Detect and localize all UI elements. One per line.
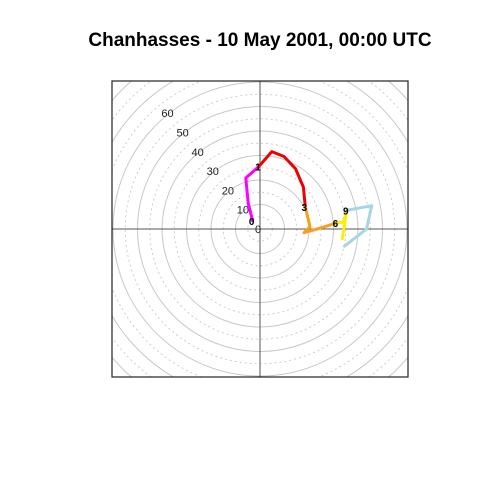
hodograph-segment [257, 150, 307, 209]
hour-label: 9 [343, 206, 349, 217]
ring-label: 40 [192, 147, 204, 159]
ring-label: 50 [176, 127, 188, 139]
chart-title: Chanhasses - 10 May 2001, 00:00 UTC [88, 30, 432, 51]
hodograph-segment [302, 205, 338, 235]
hour-label: 0 [249, 217, 255, 228]
ring-label: 0 [255, 224, 261, 236]
ring-label: 60 [161, 108, 173, 120]
hour-label: 6 [333, 219, 339, 230]
hour-label: 3 [302, 203, 308, 214]
hodograph-segment [334, 208, 349, 241]
ring-label: 10 [237, 205, 249, 217]
hodograph-segment [343, 204, 374, 248]
hodograph-segment [244, 164, 261, 223]
plot-frame [111, 80, 409, 378]
hour-label: 1 [255, 162, 261, 173]
ring-label: 30 [207, 166, 219, 178]
ring-label: 20 [222, 185, 234, 197]
